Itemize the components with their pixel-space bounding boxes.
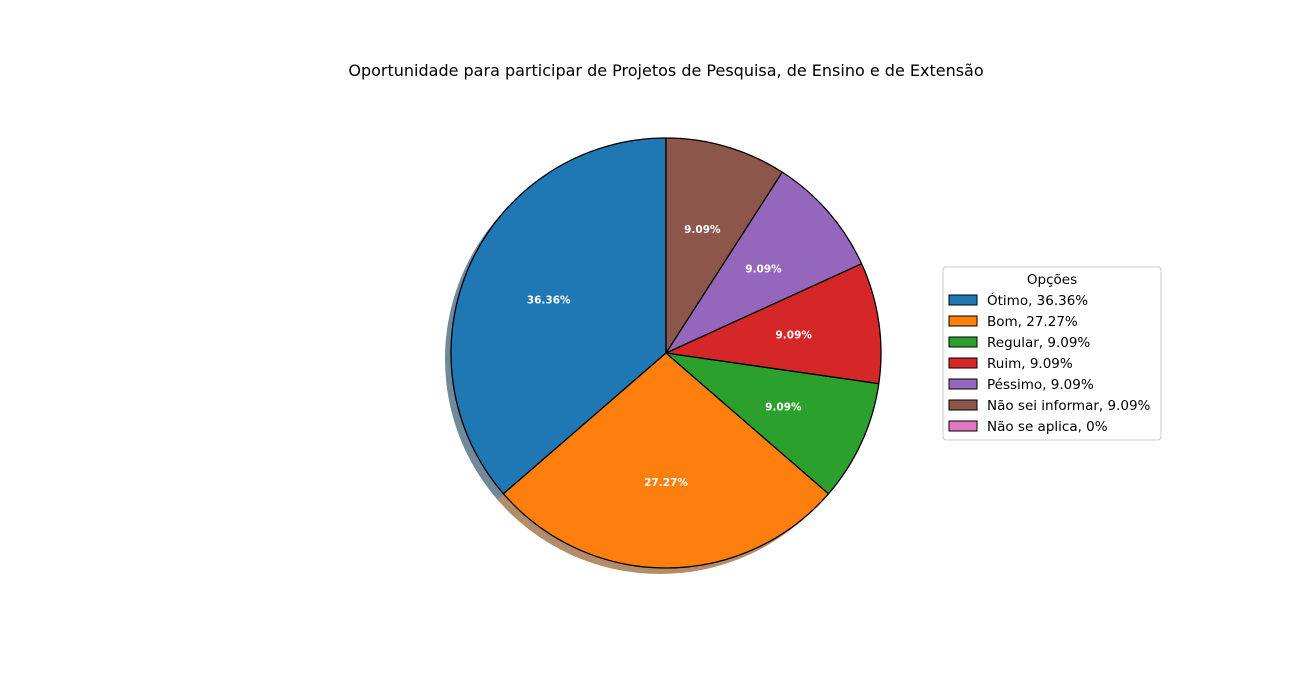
- slice-ruim: [665, 263, 882, 385]
- slice-label-nao-sei-informar: 9.09%: [684, 224, 721, 236]
- slice-label-otimo: 36.36%: [527, 294, 571, 306]
- legend-label-regular: Regular, 9.09%: [987, 335, 1090, 351]
- legend-label-pessimo: Péssimo, 9.09%: [987, 377, 1094, 393]
- slice-bom: [502, 352, 830, 569]
- legend-swatch-pessimo: [948, 378, 978, 390]
- legend-label-bom: Bom, 27.27%: [987, 314, 1078, 330]
- legend-label-ruim: Ruim, 9.09%: [987, 356, 1073, 372]
- legend-swatch-regular: [948, 336, 978, 348]
- slice-label-ruim: 9.09%: [775, 330, 812, 342]
- legend-swatch-otimo: [948, 294, 978, 306]
- chart-title: Oportunidade para participar de Projetos…: [348, 61, 983, 80]
- slice-regular: [665, 352, 880, 495]
- legend-frame: [942, 266, 1162, 441]
- legend-swatch-ruim: [948, 357, 978, 369]
- legend-swatch-bom: [948, 315, 978, 327]
- legend-items: Ótimo, 36.36% Bom, 27.27% Regular, 9.09% Ru…: [948, 291, 1151, 435]
- legend-label-nao-sei-informar: Não sei informar, 9.09%: [987, 398, 1151, 414]
- pie-slices: [450, 137, 882, 569]
- legend-swatch-nao-se-aplica: [948, 420, 978, 432]
- slice-otimo: [450, 137, 667, 495]
- legend-label-nao-se-aplica: Não se aplica, 0%: [987, 419, 1108, 435]
- slice-label-bom: 27.27%: [644, 477, 688, 489]
- slice-pessimo: [665, 171, 863, 354]
- legend-label-otimo: Ótimo, 36.36%: [987, 291, 1088, 309]
- legend: Opções Ótimo, 36.36% Bom, 27.27% Regular, …: [942, 266, 1162, 441]
- slice-nao-sei-informar: [665, 137, 783, 354]
- slice-label-pessimo: 9.09%: [745, 264, 782, 276]
- legend-title: Opções: [1027, 272, 1077, 288]
- slice-label-regular: 9.09%: [765, 402, 802, 414]
- legend-swatch-nao-sei-informar: [948, 399, 978, 411]
- pie-slice-labels: 36.36% 27.27% 9.09% 9.09% 9.09% 9.09%: [527, 224, 813, 489]
